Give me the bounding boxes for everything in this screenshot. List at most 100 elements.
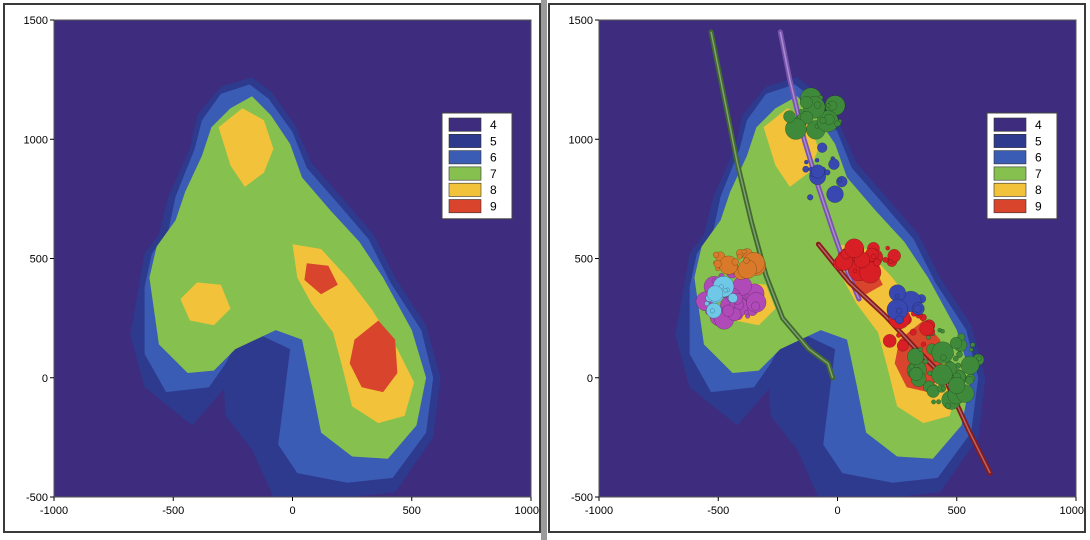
x-tick-label: 1000 (515, 505, 539, 517)
legend-swatch (993, 150, 1027, 165)
event-point (960, 355, 980, 375)
event-point (909, 328, 917, 336)
legend-label: 7 (490, 167, 497, 181)
y-tick-label: 1500 (24, 15, 48, 27)
contour-chart-panel: -500 0 500 1000 1500 -1000 -500 0 500 1000 4 5 6 7 8 9 (3, 3, 541, 533)
event-point (785, 118, 807, 140)
event-point (920, 341, 927, 347)
event-point (913, 304, 922, 313)
event-point (713, 260, 722, 269)
event-point (885, 245, 891, 251)
event-point (712, 251, 720, 258)
event-point (949, 336, 963, 350)
contour-level-9-zone (349, 320, 398, 393)
event-point (931, 364, 953, 386)
well-trajectory (708, 29, 836, 381)
event-point (826, 185, 844, 203)
legend-label: 9 (490, 200, 497, 214)
legend-swatch (448, 166, 482, 181)
y-tick-label: 1000 (569, 134, 593, 146)
event-point (723, 288, 728, 293)
contour-level-8-zone (180, 282, 231, 326)
legend-label: 8 (1035, 183, 1042, 197)
x-tick-label: 0 (834, 505, 840, 517)
event-point (804, 159, 809, 165)
legend: 4 5 6 7 8 9 (986, 112, 1058, 220)
y-tick-label: 500 (575, 254, 593, 266)
x-tick-label: 500 (948, 505, 966, 517)
event-point (976, 355, 982, 361)
event-chart-panel: -500 0 500 1000 1500 -1000 -500 0 500 1000 4 5 6 7 8 9 (548, 3, 1086, 533)
event-point (895, 315, 904, 325)
legend-label: 9 (1035, 200, 1042, 214)
event-point (907, 348, 925, 366)
event-point (919, 321, 935, 336)
y-tick-label: -500 (26, 492, 48, 504)
event-point (956, 351, 963, 358)
event-point (824, 169, 831, 176)
y-tick-label: 0 (42, 373, 48, 385)
event-point (896, 332, 902, 338)
event-point (896, 339, 909, 352)
event-point (813, 101, 822, 109)
x-tick-label: 0 (289, 505, 295, 517)
x-tick-label: 1000 (1060, 505, 1084, 517)
event-point (706, 285, 724, 302)
microseismic-events (695, 87, 985, 410)
event-point (731, 258, 739, 266)
event-point (798, 108, 804, 115)
y-tick-label: -500 (571, 492, 593, 504)
event-point (810, 164, 825, 179)
legend-label: 4 (490, 118, 497, 132)
event-point (709, 308, 715, 314)
event-point (744, 310, 749, 315)
x-tick-label: 500 (403, 505, 421, 517)
event-point (941, 385, 947, 392)
event-point (970, 342, 976, 348)
event-point (817, 142, 828, 153)
event-point (837, 177, 843, 183)
event-point (807, 194, 814, 201)
event-point (828, 158, 840, 170)
event-point (802, 165, 810, 173)
legend-label: 6 (1035, 151, 1042, 165)
event-point (896, 307, 903, 314)
legend-swatch (993, 166, 1027, 181)
event-point (931, 341, 954, 364)
x-tick-label: -500 (162, 505, 184, 517)
well-trajectory-highlight (779, 31, 860, 300)
legend-label: 8 (490, 183, 497, 197)
well-trajectory-highlight (710, 31, 834, 379)
legend-swatch (448, 150, 482, 165)
event-point (722, 304, 735, 317)
legend-swatch (448, 199, 482, 214)
event-point (727, 293, 738, 304)
legend-label: 4 (1035, 118, 1042, 132)
event-point (944, 402, 952, 409)
y-tick-label: 1000 (24, 134, 48, 146)
legend-swatch (993, 182, 1027, 197)
event-point (882, 334, 897, 348)
event-point (882, 256, 889, 263)
event-point (783, 110, 796, 123)
event-point (751, 301, 761, 311)
event-point (873, 258, 882, 267)
event-point (968, 347, 974, 353)
event-point (836, 175, 848, 188)
event-point (936, 399, 942, 405)
event-point (852, 268, 858, 274)
x-tick-label: -500 (707, 505, 729, 517)
contour-level-8-zone (218, 108, 274, 187)
legend-swatch (448, 117, 482, 132)
event-point (888, 284, 906, 302)
event-point (736, 253, 743, 260)
event-point (965, 376, 974, 385)
legend-swatch (993, 199, 1027, 214)
well-trajectory (777, 29, 862, 302)
legend-swatch (448, 134, 482, 148)
event-point (917, 346, 923, 352)
event-point (799, 111, 814, 125)
event-point (704, 301, 710, 307)
y-tick-label: 500 (30, 254, 48, 266)
